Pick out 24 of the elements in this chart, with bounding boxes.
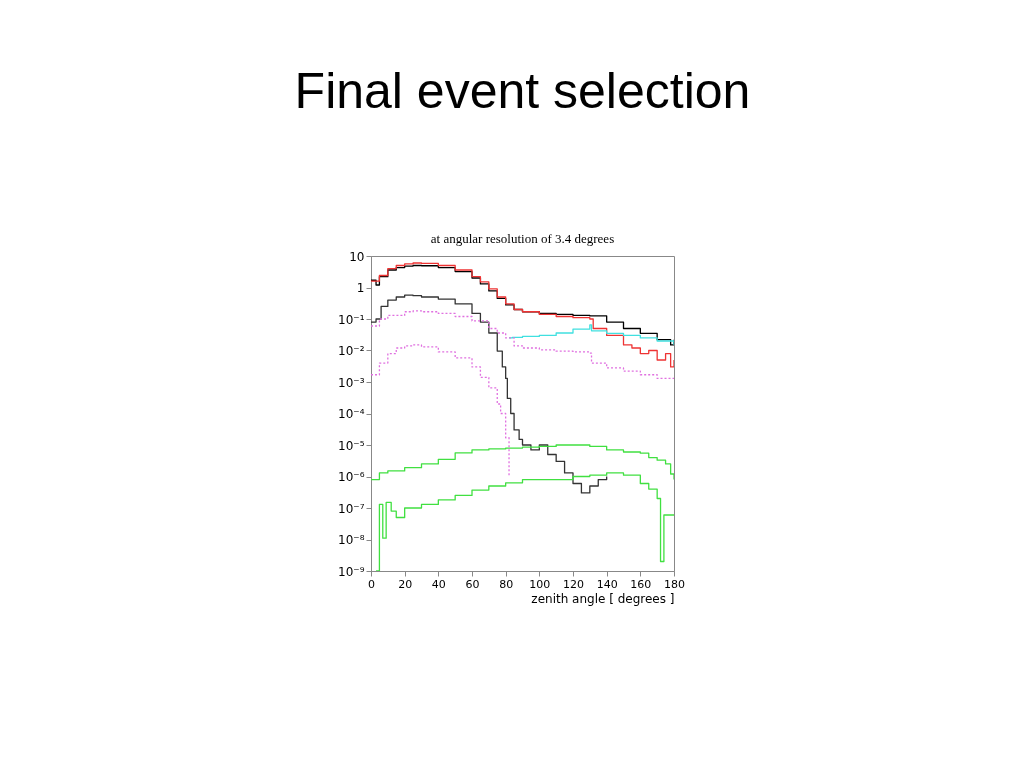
x-tick-label: 0	[368, 577, 375, 591]
x-tick-label: 20	[398, 577, 413, 591]
x-tick-label: 80	[499, 577, 514, 591]
y-tick-label: 10⁻¹	[338, 312, 365, 327]
x-tick-label: 160	[630, 577, 652, 591]
x-tick-label: 100	[529, 577, 551, 591]
x-tick-label: 180	[664, 577, 685, 591]
x-tick-label: 140	[596, 577, 618, 591]
x-axis-title: zenith angle [ degrees ]	[531, 591, 675, 606]
y-tick-label: 1	[356, 281, 365, 295]
y-tick-label: 10⁻⁶	[338, 470, 365, 484]
y-tick-label: 10⁻⁵	[338, 438, 365, 453]
y-tick-label: 10⁻³	[338, 375, 365, 390]
x-tick-label: 40	[431, 577, 446, 591]
y-tick-label: 10⁻⁹	[338, 564, 365, 579]
y-tick-label: 10⁻⁴	[338, 407, 365, 421]
x-tick-label: 120	[563, 577, 584, 591]
y-tick-label: 10	[349, 249, 365, 264]
chart-subtitle: at angular resolution of 3.4 degrees	[430, 231, 615, 246]
x-tick-label: 60	[465, 577, 480, 591]
y-tick-label: 10⁻⁸	[338, 533, 365, 547]
y-tick-label: 10⁻²	[338, 344, 365, 358]
chart-title: Final event selection	[294, 63, 751, 119]
y-tick-label: 10⁻⁷	[338, 501, 365, 516]
